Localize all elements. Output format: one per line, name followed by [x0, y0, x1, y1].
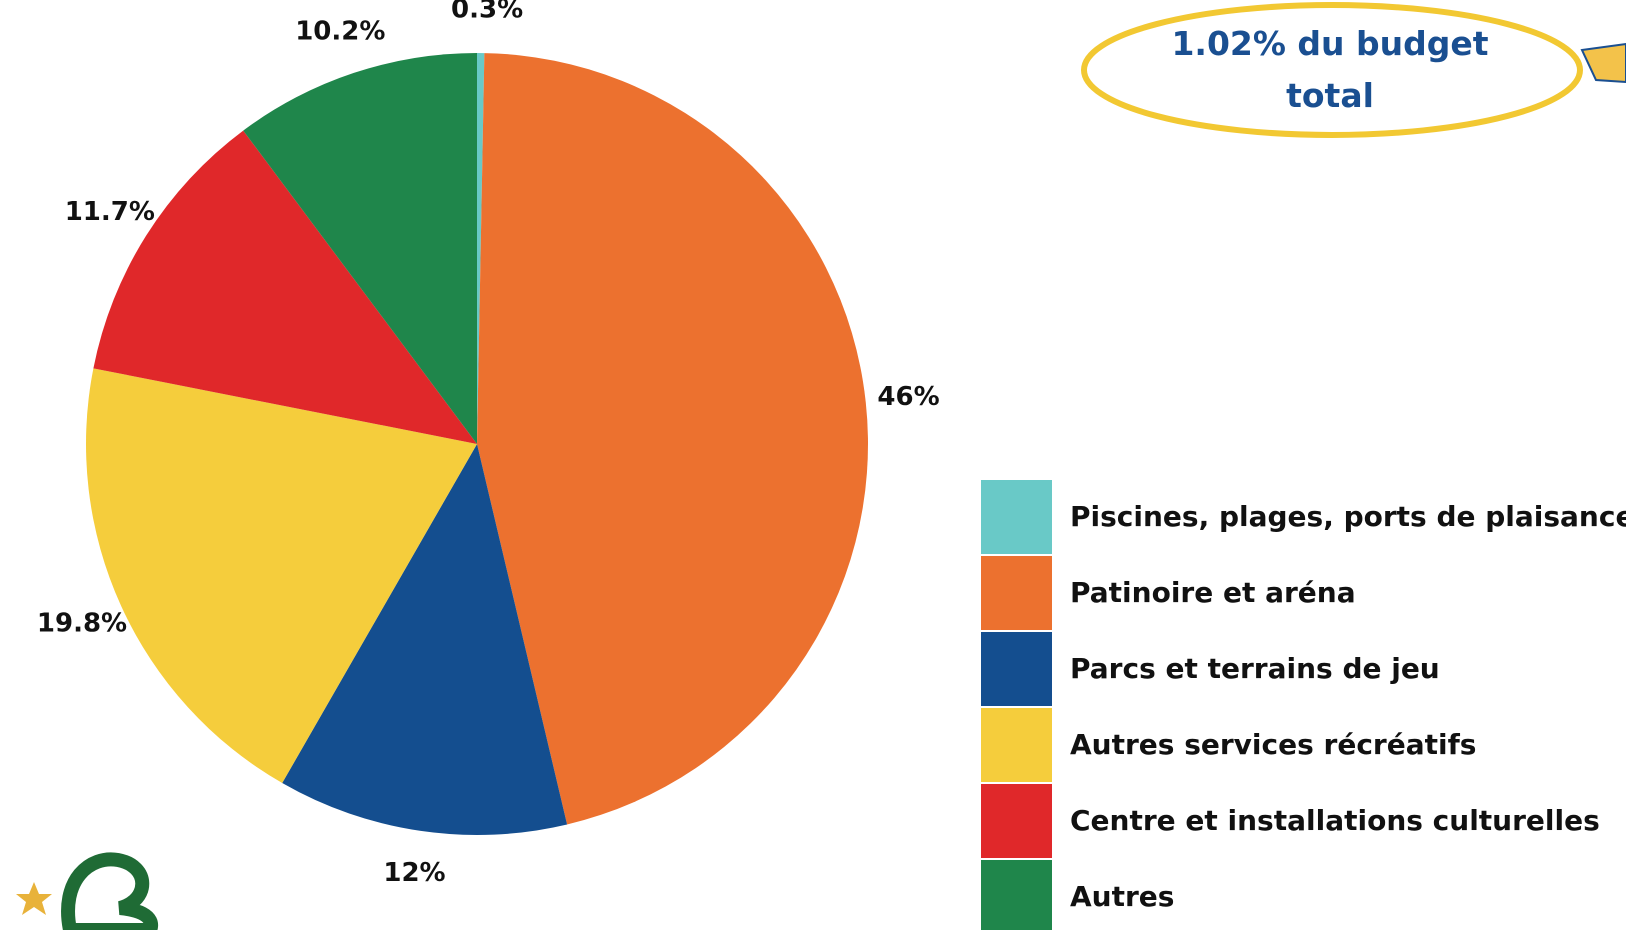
callout-ellipse [1081, 2, 1583, 138]
slice-label: 19.8% [37, 608, 127, 638]
slice-label: 11.7% [65, 197, 155, 227]
callout-icon [1580, 42, 1626, 84]
legend-label: Autres services récréatifs [1070, 728, 1476, 761]
slice-label: 0.3% [451, 0, 523, 25]
legend-label: Patinoire et aréna [1070, 576, 1356, 609]
slice-label: 10.2% [295, 17, 385, 47]
legend-label: Piscines, plages, ports de plaisance [1070, 500, 1626, 533]
legend-label: Centre et installations culturelles [1070, 804, 1600, 837]
legend-label: Parcs et terrains de jeu [1070, 652, 1440, 685]
legend-swatch [981, 480, 1052, 554]
logo [16, 852, 159, 930]
pie-slice [282, 444, 568, 835]
slice-label: 12% [383, 858, 445, 888]
slice-label: 46% [877, 382, 939, 412]
pie-slice [93, 130, 477, 444]
budget-note: 1.02% du budget total [1171, 24, 1489, 115]
pie-slice [243, 53, 477, 444]
pie-slice [477, 53, 869, 825]
legend-swatch [981, 784, 1052, 858]
legend-swatch [981, 860, 1052, 930]
legend-swatch [981, 632, 1052, 706]
pie-slice [477, 53, 485, 444]
legend-swatch [981, 556, 1052, 630]
pie-slice [86, 368, 478, 784]
legend-swatch [981, 708, 1052, 782]
legend-label: Autres [1070, 880, 1174, 913]
